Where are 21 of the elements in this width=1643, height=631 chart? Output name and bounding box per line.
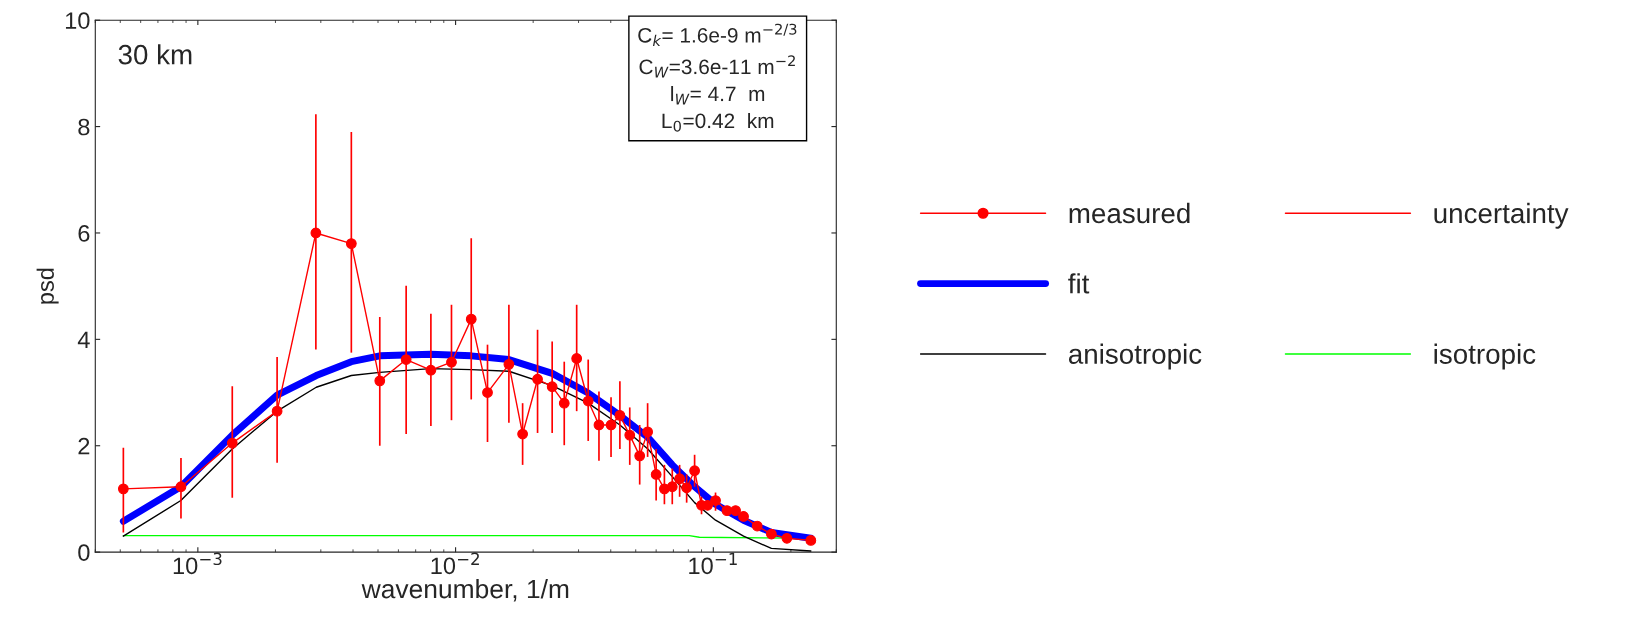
annotation: L$_{0}$=0.42 km — [662, 112, 774, 132]
y-tick-label: 4 — [77, 331, 90, 348]
y-axis-title: psd — [36, 268, 59, 304]
text: uncertainty — [1434, 202, 1569, 229]
annotation: C$_{W}$=3.6e-11 m$^{−2}$ — [639, 55, 795, 78]
legend-label: anisotropic — [1068, 343, 1202, 370]
legend-label: fit — [1068, 273, 1090, 294]
annotation: 30 km — [118, 44, 192, 65]
x-tick-label: 10$^{−2}$ — [431, 552, 479, 575]
x-tick-label: 10$^{−1}$ — [689, 552, 737, 575]
annotation: C$_{k}$= 1.6e-9 m$^{−2/3}$ — [638, 23, 797, 46]
y-tick-label: 10 — [65, 12, 90, 29]
y-tick-label: 8 — [78, 118, 90, 136]
y-tick-label: 2 — [78, 437, 90, 455]
x-tick-label: 10$^{−3}$ — [173, 552, 222, 575]
annotation: l$_{W}$= 4.7 m — [671, 85, 765, 105]
y-tick-label: 6 — [78, 225, 90, 242]
y-tick-label: 0 — [78, 544, 90, 561]
x-axis-title: wavenumber, 1/m — [361, 579, 569, 602]
legend-label: isotropic — [1434, 343, 1536, 370]
legend-label: measured — [1069, 202, 1190, 224]
